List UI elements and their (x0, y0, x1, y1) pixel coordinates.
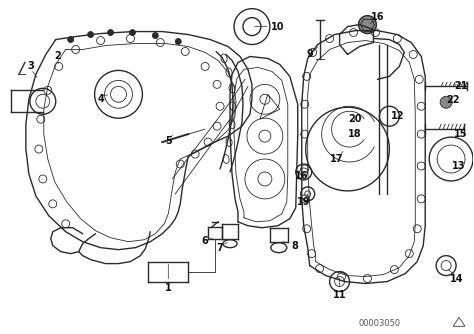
Text: 14: 14 (450, 274, 464, 284)
Text: 2: 2 (55, 51, 61, 61)
Text: 22: 22 (447, 95, 460, 105)
Text: 13: 13 (452, 161, 466, 171)
Text: 18: 18 (348, 129, 361, 139)
Text: 00003050: 00003050 (358, 319, 401, 328)
Text: 8: 8 (292, 241, 298, 251)
Text: 12: 12 (391, 111, 404, 121)
Text: 17: 17 (330, 154, 343, 164)
Text: 16: 16 (295, 171, 309, 181)
Text: 4: 4 (97, 94, 104, 104)
Text: 10: 10 (271, 22, 284, 32)
Text: 1: 1 (165, 284, 172, 294)
Circle shape (358, 16, 376, 33)
Text: 9: 9 (306, 49, 313, 59)
Text: 16: 16 (371, 12, 384, 22)
Text: 5: 5 (165, 136, 172, 146)
Text: 6: 6 (202, 236, 209, 246)
Circle shape (68, 36, 73, 42)
Text: 11: 11 (333, 291, 346, 301)
Text: 21: 21 (454, 81, 468, 91)
Circle shape (152, 32, 158, 38)
Text: 7: 7 (217, 243, 223, 253)
Text: 19: 19 (297, 197, 310, 207)
Text: 15: 15 (454, 129, 468, 139)
Text: 20: 20 (348, 114, 361, 124)
Circle shape (129, 30, 136, 35)
Circle shape (88, 32, 93, 37)
Circle shape (108, 30, 113, 35)
Circle shape (175, 38, 181, 44)
Circle shape (440, 96, 452, 108)
Text: 3: 3 (27, 61, 34, 71)
